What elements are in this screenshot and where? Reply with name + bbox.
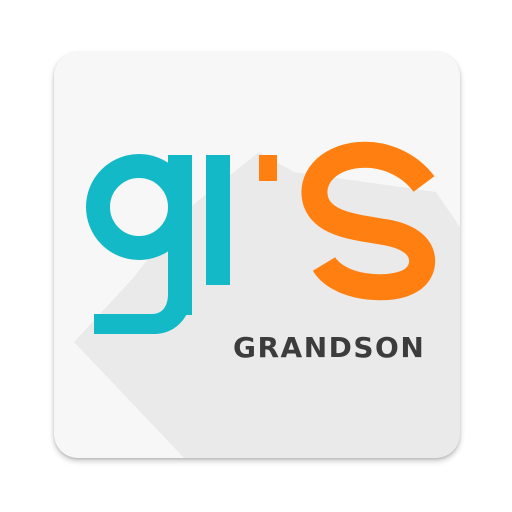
grs-logo-mark	[74, 141, 460, 458]
letter-g-tail	[94, 292, 192, 334]
app-icon[interactable]: GRANDSON	[54, 52, 460, 458]
letter-r-stem	[206, 155, 230, 285]
letter-s	[301, 141, 436, 301]
letter-g-bowl	[86, 154, 192, 260]
wordmark-grandson: GRANDSON	[233, 331, 426, 364]
logo-long-shadow	[74, 152, 460, 458]
letter-g-stem	[168, 155, 192, 315]
letter-r-arm	[259, 155, 277, 181]
